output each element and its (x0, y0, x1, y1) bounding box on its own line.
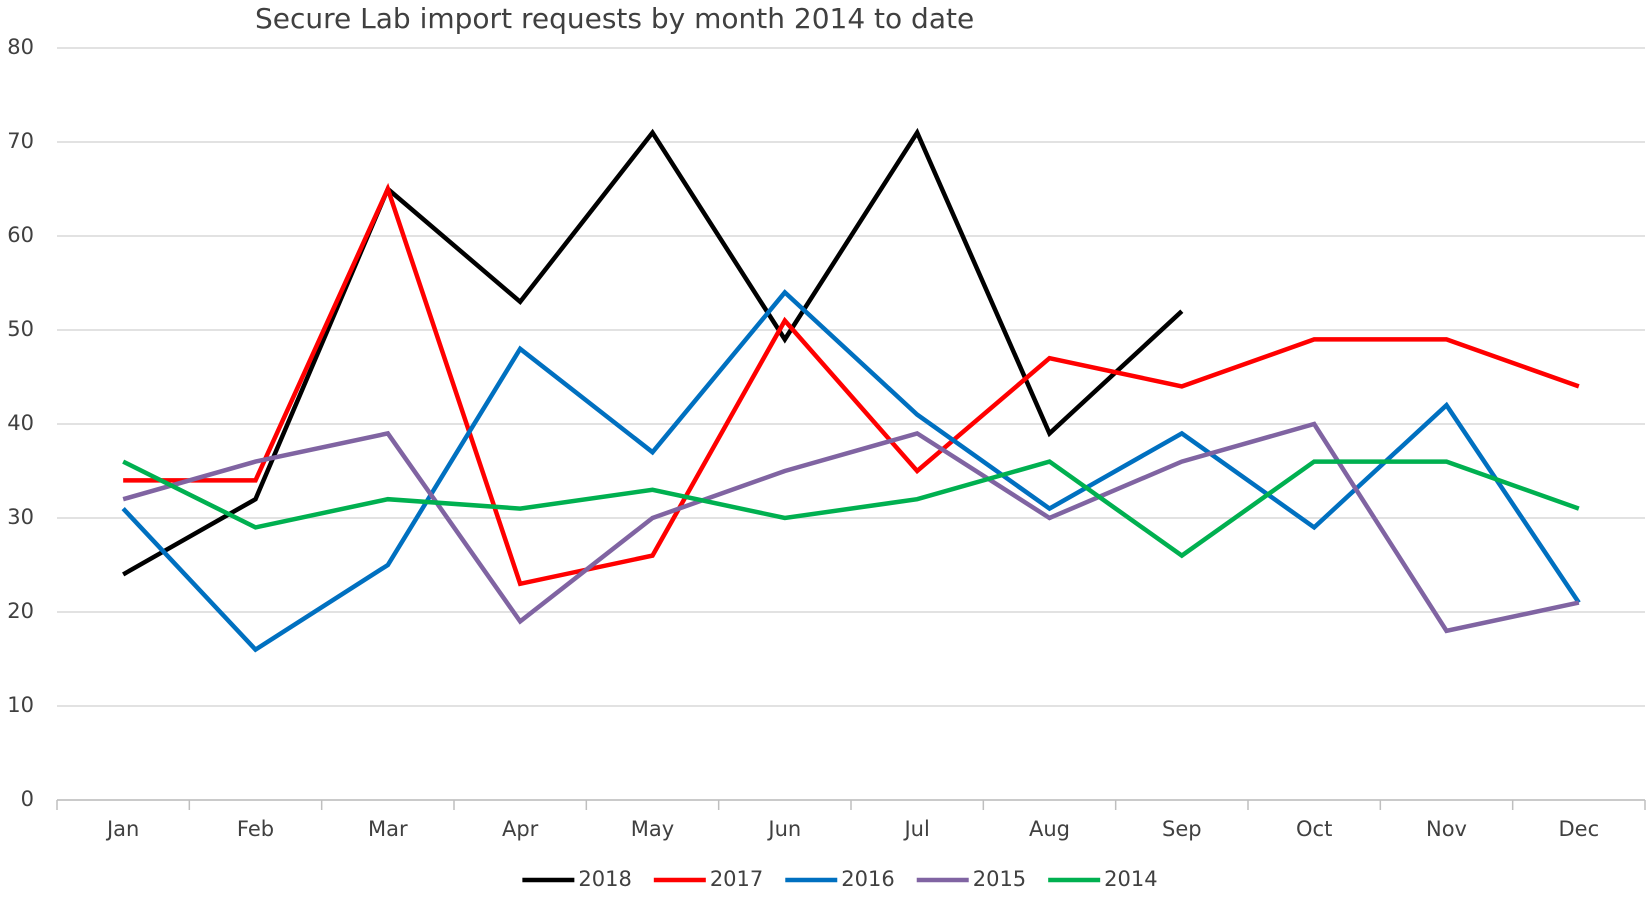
x-tick-label: Nov (1426, 817, 1467, 841)
series-line (122, 127, 1184, 577)
x-tick-label: Jul (902, 817, 929, 841)
x-tick-label: May (631, 817, 674, 841)
y-tick-label: 10 (7, 693, 34, 717)
series-line (122, 421, 1580, 634)
series-line (122, 459, 1580, 559)
y-tick-label: 70 (7, 129, 34, 153)
y-tick-label: 40 (7, 411, 34, 435)
x-tick-label: Aug (1029, 817, 1070, 841)
x-tick-label: Feb (237, 817, 274, 841)
y-tick-label: 0 (21, 787, 34, 811)
y-tick-label: 20 (7, 599, 34, 623)
legend-label: 2015 (973, 867, 1026, 891)
legend-label: 2018 (578, 867, 631, 891)
legend-label: 2017 (710, 867, 763, 891)
x-tick-label: Jun (766, 817, 801, 841)
y-tick-label: 30 (7, 505, 34, 529)
series-line (123, 182, 1580, 587)
x-tick-label: Sep (1162, 817, 1202, 841)
x-tick-label: Dec (1559, 817, 1600, 841)
x-tick-label: Oct (1296, 817, 1332, 841)
legend-label: 2016 (841, 867, 894, 891)
series-line (121, 289, 1581, 653)
x-tick-label: Mar (368, 817, 408, 841)
x-tick-label: Jan (105, 817, 139, 841)
x-tick-label: Apr (502, 817, 539, 841)
y-tick-label: 60 (7, 223, 34, 247)
y-tick-label: 80 (7, 35, 34, 59)
chart-title: Secure Lab import requests by month 2014… (255, 2, 974, 35)
y-tick-label: 50 (7, 317, 34, 341)
legend-label: 2014 (1104, 867, 1157, 891)
